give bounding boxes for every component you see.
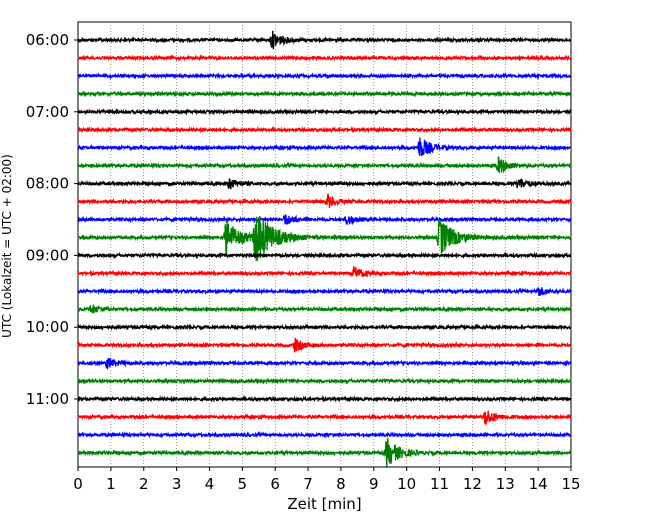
x-tick-label: 7 xyxy=(303,475,313,493)
trace-0900 xyxy=(77,251,572,260)
y-tick-label: 08:00 xyxy=(26,175,69,193)
x-tick-label: 6 xyxy=(270,475,280,493)
x-axis-ticks: 0 1 2 3 4 5 6 7 8 9 10 11 12 13 14 15 xyxy=(73,467,581,493)
trace-0930 xyxy=(77,287,572,296)
trace-1100 xyxy=(77,395,572,403)
x-tick-label: 1 xyxy=(106,475,116,493)
trace-1145 xyxy=(77,438,572,467)
y-tick-label: 06:00 xyxy=(26,31,69,49)
x-tick-label: 4 xyxy=(205,475,215,493)
trace-1000 xyxy=(77,323,572,332)
trace-0645 xyxy=(77,90,572,98)
trace-1030 xyxy=(77,358,572,370)
y-tick-label: 09:00 xyxy=(26,246,69,264)
y-axis-ticks: 06:00 07:00 08:00 09:00 10:00 11:00 xyxy=(26,31,78,408)
trace-1015 xyxy=(77,337,572,354)
x-axis-label: Zeit [min] xyxy=(287,495,361,513)
trace-0745 xyxy=(77,156,572,174)
trace-0630 xyxy=(77,72,572,80)
x-tick-label: 9 xyxy=(369,475,379,493)
trace-0845 xyxy=(77,216,572,261)
seismic-traces xyxy=(77,30,572,467)
y-tick-label: 11:00 xyxy=(26,390,69,408)
trace-0800 xyxy=(77,177,572,190)
trace-0830 xyxy=(77,214,572,226)
trace-0600 xyxy=(77,30,572,50)
x-tick-label: 2 xyxy=(139,475,149,493)
plot-frame xyxy=(77,21,572,468)
x-tick-label: 11 xyxy=(430,475,449,493)
trace-0915 xyxy=(77,266,572,278)
x-tick-label: 15 xyxy=(561,475,580,493)
x-tick-label: 3 xyxy=(172,475,182,493)
y-tick-label: 10:00 xyxy=(26,318,69,336)
y-tick-label: 07:00 xyxy=(26,103,69,121)
x-tick-label: 14 xyxy=(529,475,548,493)
trace-0715 xyxy=(77,125,572,134)
trace-0945 xyxy=(77,304,572,314)
x-tick-label: 5 xyxy=(238,475,248,493)
trace-0815 xyxy=(77,193,572,208)
trace-1130 xyxy=(77,430,572,439)
x-tick-label: 8 xyxy=(336,475,346,493)
x-tick-label: 10 xyxy=(397,475,416,493)
trace-0615 xyxy=(77,54,572,62)
x-tick-label: 0 xyxy=(73,475,83,493)
trace-1115 xyxy=(77,410,572,425)
trace-0700 xyxy=(77,107,572,116)
trace-0730 xyxy=(77,137,572,156)
x-tick-label: 13 xyxy=(496,475,515,493)
trace-1045 xyxy=(77,377,572,385)
y-axis-label: UTC (Lokalzeit = UTC + 02:00) xyxy=(0,154,14,338)
x-tick-label: 12 xyxy=(463,475,482,493)
